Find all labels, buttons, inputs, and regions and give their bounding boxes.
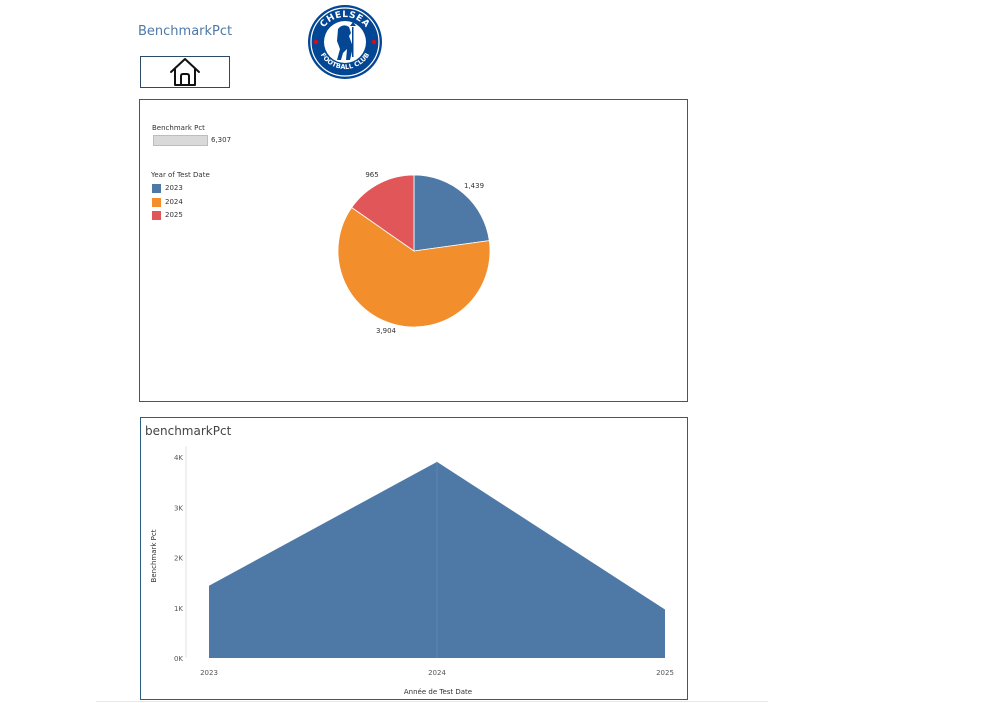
color-legend-title: Year of Test Date xyxy=(151,171,210,179)
legend-swatch-2024 xyxy=(152,197,161,207)
legend-item-2023[interactable]: 2023 xyxy=(152,183,183,193)
legend-label-2025: 2025 xyxy=(165,211,183,219)
y-axis-title: Benchmark Pct xyxy=(150,529,158,582)
x-axis-title: Année de Test Date xyxy=(404,688,472,696)
bottom-divider xyxy=(96,701,768,702)
pie-chart-panel: Benchmark Pct 6,307 Year of Test Date 20… xyxy=(139,99,688,402)
area-chart-panel: benchmarkPct 0K 1K 2K 3K 4K 2023 2024 2025 Année… xyxy=(140,417,688,700)
area-chart-title: benchmarkPct xyxy=(145,424,232,438)
y-tick-label: 3K xyxy=(174,504,183,512)
pie-slice-2023[interactable] xyxy=(413,174,490,252)
x-tick-label-2024: 2024 xyxy=(428,669,446,677)
pie-slice-2025[interactable] xyxy=(351,174,415,252)
home-icon xyxy=(170,58,200,86)
x-tick-label-2023: 2023 xyxy=(200,669,218,677)
chelsea-logo: CHELSEA FOOTBALL CLUB xyxy=(308,5,382,79)
size-legend-title: Benchmark Pct xyxy=(152,124,205,132)
pie-label-2024: 3,904 xyxy=(376,327,397,335)
home-button[interactable] xyxy=(140,56,230,88)
legend-swatch-2025 xyxy=(152,210,161,220)
y-tick-label: 2K xyxy=(174,555,183,563)
legend-label-2023: 2023 xyxy=(165,184,183,192)
page-title: BenchmarkPct xyxy=(138,24,233,39)
legend-label-2024: 2024 xyxy=(165,198,183,206)
legend-swatch-2023 xyxy=(152,183,161,193)
pie-slice-2024[interactable] xyxy=(337,206,491,328)
legend-item-2024[interactable]: 2024 xyxy=(152,197,183,207)
area-chart: 0K 1K 2K 3K 4K 2023 2024 2025 Année de Test Date… xyxy=(150,446,674,696)
y-tick-label: 1K xyxy=(174,605,183,613)
x-tick-label-2025: 2025 xyxy=(656,669,674,677)
y-tick-label: 0K xyxy=(174,655,183,663)
legend-item-2025[interactable]: 2025 xyxy=(152,210,183,220)
y-tick-label: 4K xyxy=(174,454,183,462)
pie-label-2025: 965 xyxy=(365,171,378,179)
pie-label-2023: 1,439 xyxy=(464,182,484,190)
size-legend-bar xyxy=(153,135,208,146)
pie-chart: 1,439 3,904 965 xyxy=(337,171,491,335)
size-legend-value: 6,307 xyxy=(211,136,232,144)
